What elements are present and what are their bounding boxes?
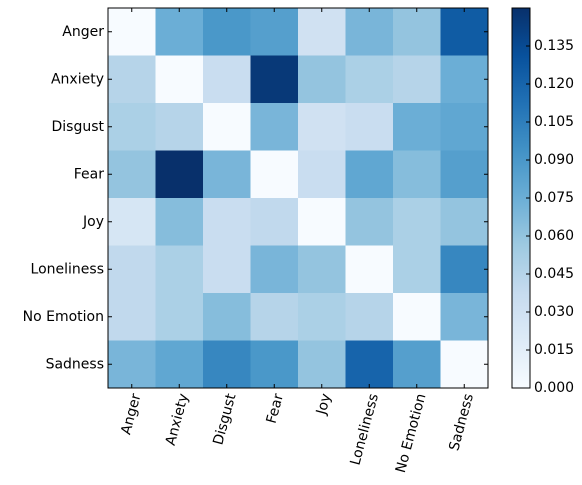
heatmap-cell xyxy=(155,8,204,56)
heatmap-cell xyxy=(440,340,489,389)
heatmap-cell xyxy=(250,340,299,389)
heatmap-cell xyxy=(203,8,251,56)
heatmap-cell xyxy=(108,8,156,56)
x-tick-label: Joy xyxy=(313,392,334,417)
heatmap-cell xyxy=(440,150,489,199)
heatmap-cell xyxy=(250,8,299,56)
heatmap-cell xyxy=(203,340,251,389)
heatmap-cell xyxy=(155,245,204,294)
heatmap-cell xyxy=(345,103,394,151)
heatmap-cell xyxy=(155,198,204,246)
heatmap-cell xyxy=(345,245,394,294)
heatmap-cell xyxy=(203,150,251,199)
x-tick-label: Loneliness xyxy=(348,392,382,467)
y-tick-label: Anger xyxy=(62,24,104,40)
heatmap-cell xyxy=(155,103,204,151)
heatmap-cell xyxy=(440,55,489,104)
colorbar-tick-label: 0.105 xyxy=(534,114,574,130)
heatmap-cell xyxy=(345,293,394,341)
heatmap-cell xyxy=(108,293,156,341)
heatmap-cell xyxy=(298,8,346,56)
heatmap-cell xyxy=(108,198,156,246)
colorbar-tick-label: 0.015 xyxy=(534,342,574,358)
heatmap-cell xyxy=(298,340,346,389)
x-tick-label: Disgust xyxy=(210,391,239,446)
heatmap-cell xyxy=(298,150,346,199)
colorbar-tick-label: 0.090 xyxy=(534,152,574,168)
heatmap-cell xyxy=(250,293,299,341)
heatmap-cell xyxy=(298,55,346,104)
colorbar-tick-label: 0.135 xyxy=(534,38,574,54)
heatmap-cell xyxy=(250,55,299,104)
heatmap-cell xyxy=(203,55,251,104)
heatmap-cell xyxy=(345,8,394,56)
y-tick-label: Loneliness xyxy=(31,261,104,277)
heatmap-cell xyxy=(393,150,441,199)
heatmap-cell xyxy=(440,293,489,341)
x-tick-label: Fear xyxy=(264,392,287,426)
heatmap-cell xyxy=(298,245,346,294)
heatmap-cell xyxy=(203,245,251,294)
heatmap-cell xyxy=(393,340,441,389)
y-tick-label: Anxiety xyxy=(51,71,104,87)
heatmap-cell xyxy=(155,55,204,104)
colorbar-tick-label: 0.045 xyxy=(534,266,574,282)
heatmap-cell xyxy=(440,103,489,151)
heatmap-cell xyxy=(440,198,489,246)
heatmap-cell xyxy=(393,293,441,341)
heatmap-cell xyxy=(203,198,251,246)
heatmap-cell xyxy=(440,245,489,294)
y-tick-label: Disgust xyxy=(51,119,104,135)
heatmap-cell xyxy=(298,293,346,341)
heatmap-cell xyxy=(250,198,299,246)
heatmap-cell xyxy=(155,150,204,199)
colorbar-tick-label: 0.060 xyxy=(534,228,574,244)
heatmap-cell xyxy=(250,150,299,199)
heatmap-cell xyxy=(250,103,299,151)
y-tick-label: Joy xyxy=(82,214,104,230)
colorbar-tick-label: 0.120 xyxy=(534,76,574,92)
heatmap-cell xyxy=(108,55,156,104)
x-tick-label: Sadness xyxy=(446,392,477,453)
y-tick-label: No Emotion xyxy=(23,309,104,325)
heatmap-cell xyxy=(108,103,156,151)
heatmap-cell xyxy=(155,340,204,389)
heatmap-cell xyxy=(393,103,441,151)
heatmap-cell xyxy=(345,55,394,104)
heatmap-cell xyxy=(203,103,251,151)
x-tick-label: Anxiety xyxy=(163,392,192,447)
heatmap-cell xyxy=(298,198,346,246)
x-tick-label: Anger xyxy=(118,392,144,437)
heatmap-cell xyxy=(250,245,299,294)
heatmap-cell xyxy=(345,340,394,389)
plot-frame xyxy=(107,7,489,389)
x-tick-label: No Emotion xyxy=(393,392,430,475)
heatmap-cell xyxy=(108,150,156,199)
heatmap-cell xyxy=(203,293,251,341)
heatmap-cell xyxy=(393,55,441,104)
heatmap-cell xyxy=(393,198,441,246)
heatmap-cell xyxy=(393,8,441,56)
heatmap-cell xyxy=(345,198,394,246)
heatmap-cell xyxy=(108,340,156,389)
colorbar-tick-label: 0.030 xyxy=(534,304,574,320)
y-tick-label: Sadness xyxy=(46,356,104,372)
heatmap-cell xyxy=(440,8,489,56)
heatmap-cell xyxy=(345,150,394,199)
y-tick-label: Fear xyxy=(74,166,104,182)
colorbar-tick-label: 0.000 xyxy=(534,380,574,396)
heatmap-cell xyxy=(298,103,346,151)
colorbar-tick-label: 0.075 xyxy=(534,190,574,206)
heatmap-cell xyxy=(155,293,204,341)
heatmap-cell xyxy=(108,245,156,294)
heatmap-cell xyxy=(393,245,441,294)
